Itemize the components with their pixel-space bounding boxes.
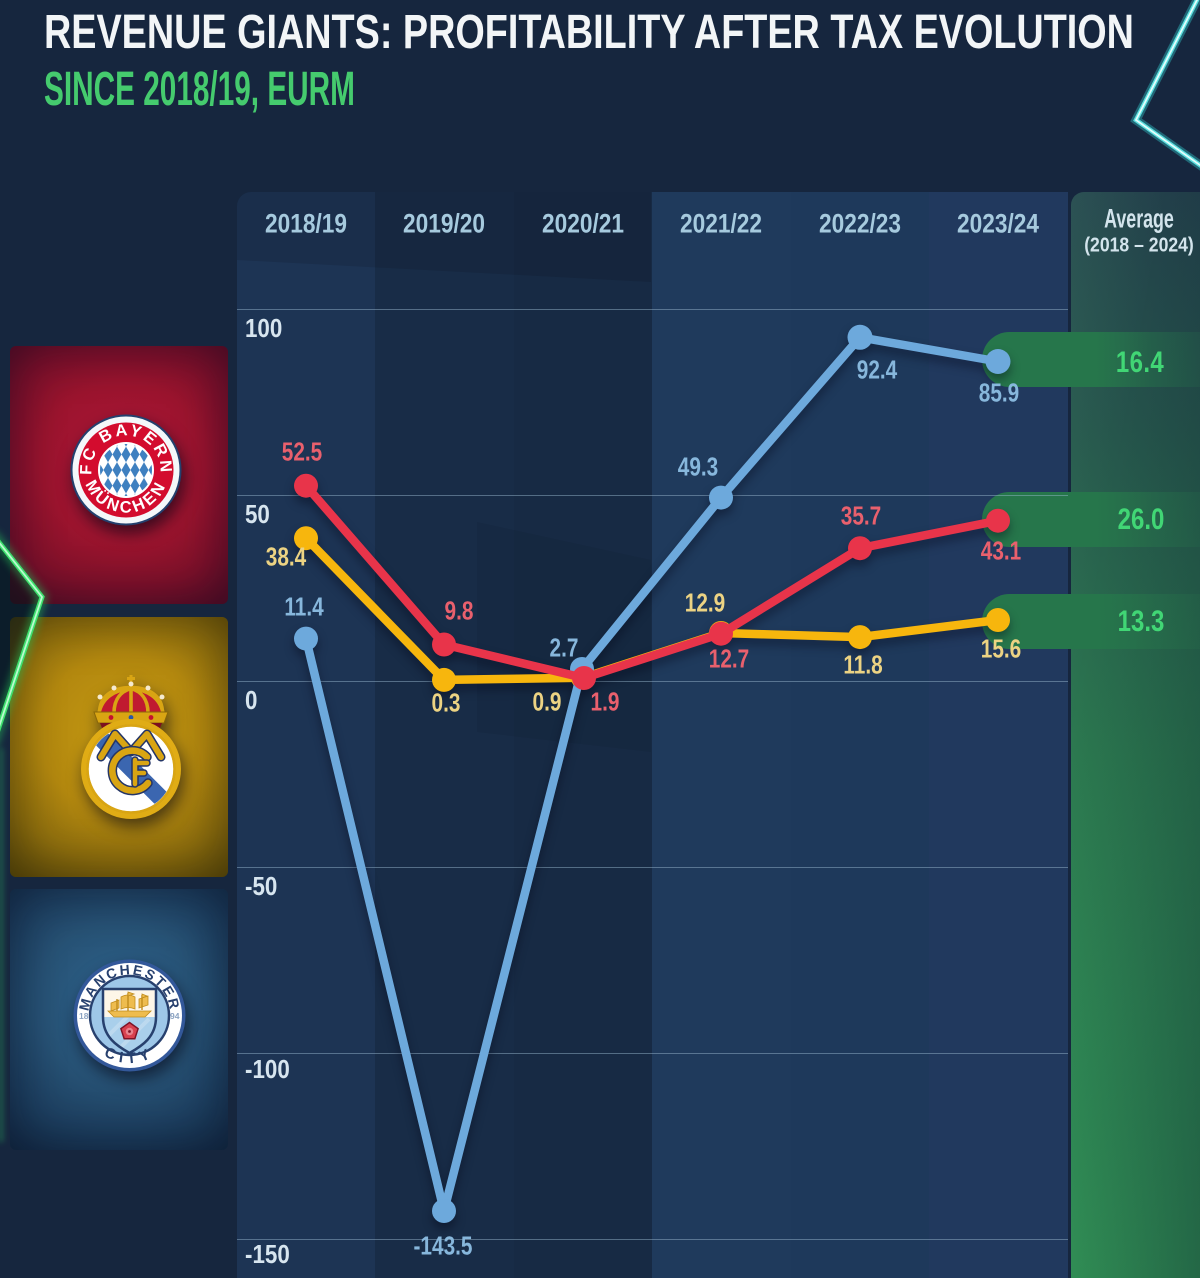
svg-text:18: 18 bbox=[79, 1011, 89, 1021]
svg-text:CITY: CITY bbox=[102, 1044, 157, 1067]
svg-text:94: 94 bbox=[170, 1011, 180, 1021]
